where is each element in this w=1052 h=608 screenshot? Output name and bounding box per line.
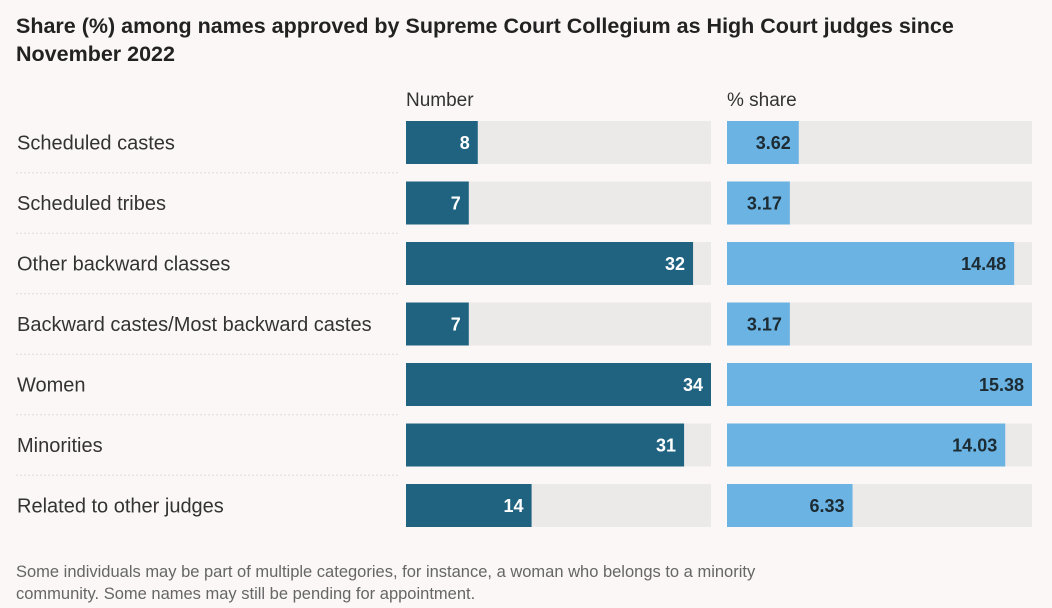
share-bar [727, 121, 799, 164]
share-value-label: 14.03 [952, 436, 997, 456]
number-value-label: 14 [504, 496, 524, 516]
footnote-line-1: Some individuals may be part of multiple… [16, 563, 756, 581]
share-bar [727, 242, 1015, 285]
number-bar [406, 423, 685, 467]
share-bar [727, 423, 1006, 467]
category-label: Minorities [17, 435, 103, 457]
category-label: Backward castes/Most backward castes [17, 314, 372, 336]
share-value-label: 6.33 [809, 496, 844, 516]
category-label: Women [17, 375, 86, 397]
number-value-label: 34 [683, 375, 703, 395]
column-header-number: Number [406, 90, 474, 111]
share-value-label: 3.17 [747, 194, 782, 214]
share-value-label: 15.38 [979, 375, 1024, 395]
category-label: Scheduled tribes [17, 193, 166, 215]
number-value-label: 8 [460, 133, 470, 153]
share-bar [727, 181, 790, 225]
number-value-label: 31 [656, 436, 676, 456]
share-value-label: 14.48 [961, 254, 1006, 274]
number-bar [406, 484, 532, 527]
number-bar [406, 121, 478, 164]
number-bar [406, 181, 469, 225]
number-bar [406, 242, 694, 285]
share-value-label: 3.62 [756, 133, 791, 153]
column-header-share: % share [727, 90, 797, 111]
share-value-label: 3.17 [747, 315, 782, 335]
chart-rows: Scheduled castes 8 3.62 Scheduled tribes 7 3.… [16, 121, 1032, 527]
number-value-label: 7 [451, 315, 461, 335]
share-bar [727, 302, 790, 346]
chart-title-line-2: November 2022 [16, 42, 175, 66]
category-label: Scheduled castes [17, 133, 175, 155]
number-bar [406, 363, 711, 406]
category-label: Other backward classes [17, 254, 230, 276]
number-value-label: 7 [451, 194, 461, 214]
category-label: Related to other judges [17, 496, 224, 518]
number-value-label: 32 [665, 254, 685, 274]
footnote-line-2: community. Some names may still be pendi… [16, 585, 475, 603]
share-bar [727, 484, 853, 527]
share-bar [727, 363, 1032, 406]
number-bar [406, 302, 469, 346]
chart-title-line-1: Share (%) among names approved by Suprem… [16, 14, 954, 38]
